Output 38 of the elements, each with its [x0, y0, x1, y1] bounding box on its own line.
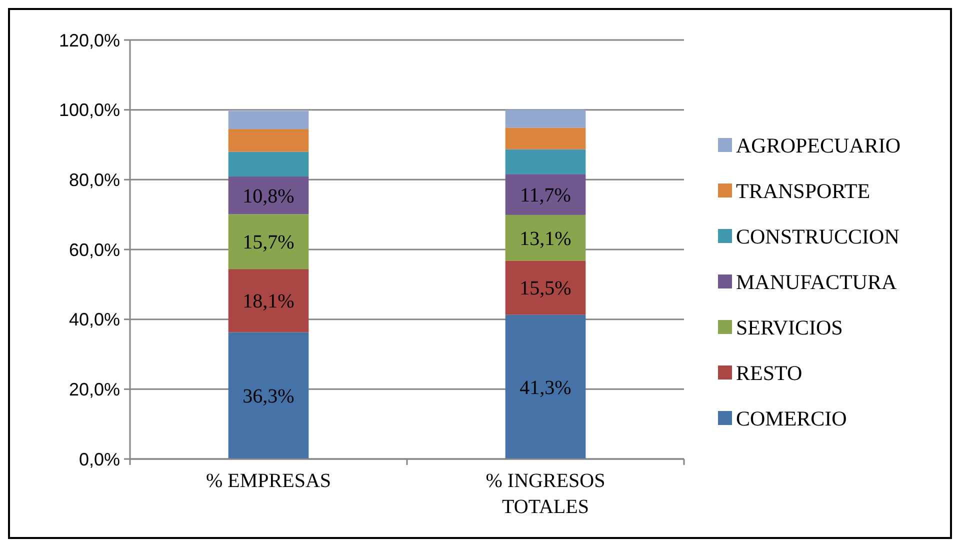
bar [505, 128, 586, 150]
data-label: 18,1% [242, 290, 294, 313]
bar [505, 149, 586, 174]
data-label: 15,5% [520, 278, 572, 300]
legend-label: AGROPECUARIO [736, 133, 901, 158]
y-tick-label: 60,0% [68, 240, 120, 260]
bar [228, 152, 309, 177]
legend-label: TRANSPORTE [736, 178, 870, 203]
legend-label: MANUFACTURA [736, 270, 898, 294]
y-tick-label: 0,0% [78, 449, 120, 470]
y-tick-label: 40,0% [68, 310, 120, 330]
y-tick-label: 20,0% [68, 379, 120, 400]
bar [228, 269, 309, 332]
bar [228, 129, 309, 152]
bar [228, 214, 309, 270]
x-tick-label: % INGRESOS TOTALES [486, 470, 606, 518]
data-label: 11,7% [520, 184, 571, 207]
bar [228, 110, 309, 130]
data-label: 15,7% [242, 232, 294, 254]
data-label: 41,3% [520, 376, 572, 399]
legend-label: SERVICIOS [736, 315, 843, 340]
bar [505, 214, 586, 261]
bar [505, 110, 586, 128]
bar [228, 176, 309, 214]
bar [505, 314, 586, 459]
data-label: 10,8% [242, 185, 294, 208]
legend-label: RESTO [736, 360, 802, 385]
data-label: 13,1% [520, 228, 572, 250]
bar [505, 174, 586, 215]
bar [228, 332, 309, 459]
y-tick-label: 100,0% [58, 100, 120, 120]
legend-label: CONSTRUCCION [736, 224, 900, 248]
bar [505, 260, 586, 315]
y-tick-label: 120,0% [58, 30, 120, 50]
data-label: 36,3% [242, 386, 294, 408]
x-tick-label: % EMPRESAS [206, 470, 332, 492]
y-tick-label: 80,0% [68, 170, 120, 190]
legend-label: COMERCIO [736, 406, 847, 430]
